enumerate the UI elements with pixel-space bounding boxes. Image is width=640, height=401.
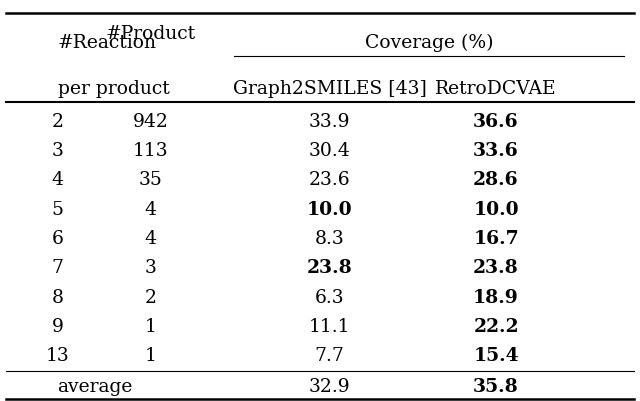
Text: 33.6: 33.6 bbox=[473, 142, 519, 160]
Text: 5: 5 bbox=[52, 200, 63, 218]
Text: #Reaction: #Reaction bbox=[58, 34, 157, 52]
Text: average: average bbox=[58, 377, 133, 395]
Text: 35: 35 bbox=[138, 171, 163, 189]
Text: 942: 942 bbox=[132, 112, 168, 130]
Text: 6.3: 6.3 bbox=[315, 288, 344, 306]
Text: 30.4: 30.4 bbox=[308, 142, 351, 160]
Text: 11.1: 11.1 bbox=[309, 317, 350, 335]
Text: 4: 4 bbox=[52, 171, 63, 189]
Text: 8: 8 bbox=[52, 288, 63, 306]
Text: Coverage (%): Coverage (%) bbox=[365, 34, 493, 52]
Text: 10.0: 10.0 bbox=[307, 200, 353, 218]
Text: 7: 7 bbox=[52, 259, 63, 277]
Text: 3: 3 bbox=[52, 142, 63, 160]
Text: 1: 1 bbox=[145, 317, 156, 335]
Text: 15.4: 15.4 bbox=[473, 346, 519, 365]
Text: 13: 13 bbox=[45, 346, 70, 365]
Text: 23.6: 23.6 bbox=[308, 171, 351, 189]
Text: per product: per product bbox=[58, 80, 170, 98]
Text: #Product: #Product bbox=[106, 25, 195, 43]
Text: 28.6: 28.6 bbox=[473, 171, 519, 189]
Text: 35.8: 35.8 bbox=[473, 377, 519, 395]
Text: 23.8: 23.8 bbox=[307, 259, 353, 277]
Text: 9: 9 bbox=[52, 317, 63, 335]
Text: 3: 3 bbox=[145, 259, 156, 277]
Text: 8.3: 8.3 bbox=[315, 229, 344, 247]
Text: 2: 2 bbox=[52, 112, 63, 130]
Text: 32.9: 32.9 bbox=[308, 377, 351, 395]
Text: 2: 2 bbox=[145, 288, 156, 306]
Text: 7.7: 7.7 bbox=[315, 346, 344, 365]
Text: 4: 4 bbox=[145, 229, 156, 247]
Text: 33.9: 33.9 bbox=[309, 112, 350, 130]
Text: 113: 113 bbox=[132, 142, 168, 160]
Text: 18.9: 18.9 bbox=[473, 288, 519, 306]
Text: 1: 1 bbox=[145, 346, 156, 365]
Text: 4: 4 bbox=[145, 200, 156, 218]
Text: 23.8: 23.8 bbox=[473, 259, 519, 277]
Text: 6: 6 bbox=[52, 229, 63, 247]
Text: 36.6: 36.6 bbox=[473, 112, 519, 130]
Text: 22.2: 22.2 bbox=[473, 317, 519, 335]
Text: RetroDCVAE: RetroDCVAE bbox=[435, 80, 557, 98]
Text: 10.0: 10.0 bbox=[473, 200, 519, 218]
Text: Graph2SMILES [43]: Graph2SMILES [43] bbox=[233, 80, 426, 98]
Text: 16.7: 16.7 bbox=[473, 229, 519, 247]
